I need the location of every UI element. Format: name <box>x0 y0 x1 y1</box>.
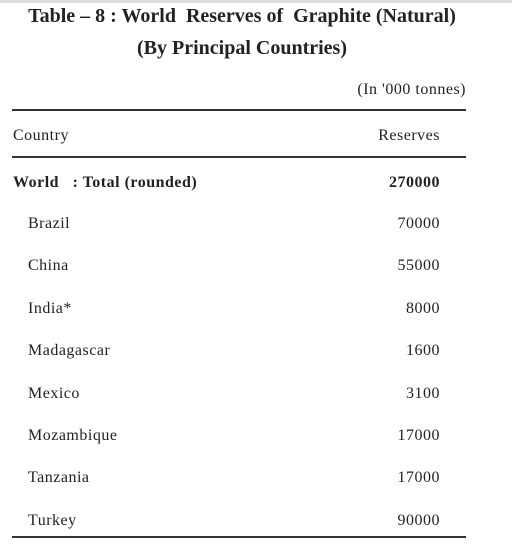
table-subtitle: (By Principal Countries) <box>137 37 347 59</box>
reserve-value: 8000 <box>406 299 440 317</box>
table-title: Table – 8 : World Reserves of Graphite (… <box>28 5 456 27</box>
total-value: 270000 <box>389 174 440 191</box>
rule <box>12 536 466 538</box>
country-name: Madagascar <box>28 342 111 360</box>
country-name: Mexico <box>28 384 80 402</box>
reserve-value: 90000 <box>397 511 440 529</box>
rule <box>12 156 466 158</box>
reserve-value: 55000 <box>397 257 440 275</box>
top-border <box>0 0 512 3</box>
reserve-value: 3100 <box>406 384 440 402</box>
country-name: Brazil <box>28 215 71 232</box>
reserve-value: 17000 <box>397 427 440 444</box>
country-name: India* <box>28 299 72 317</box>
country-name: China <box>28 257 69 275</box>
reserve-value: 17000 <box>397 469 440 487</box>
unit-note: (In '000 tonnes) <box>357 81 466 98</box>
reserve-value: 70000 <box>397 215 440 232</box>
column-header: Country <box>13 127 69 144</box>
total-label: World : Total (rounded) <box>13 174 198 191</box>
column-header: Reserves <box>378 127 440 144</box>
country-name: Mozambique <box>28 427 118 444</box>
rule <box>12 109 466 111</box>
country-name: Tanzania <box>28 469 90 487</box>
reserve-value: 1600 <box>406 342 440 360</box>
country-name: Turkey <box>28 511 77 529</box>
